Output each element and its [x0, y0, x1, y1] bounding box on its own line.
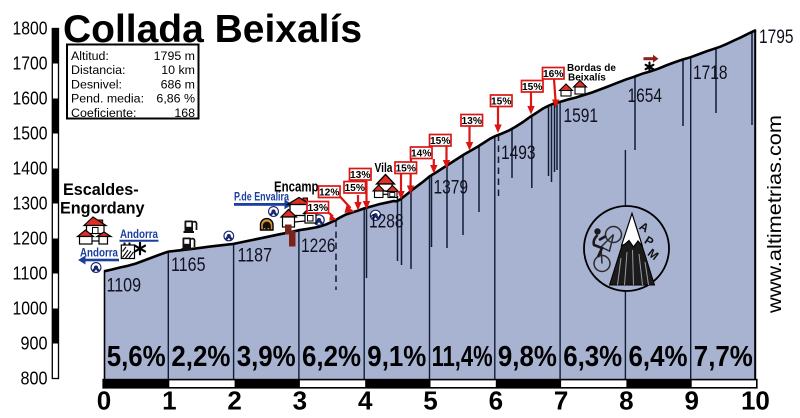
- svg-text:1718: 1718: [693, 62, 728, 84]
- svg-text:Distancia:: Distancia:: [71, 63, 125, 77]
- svg-text:1300: 1300: [13, 194, 48, 214]
- svg-text:1493: 1493: [501, 142, 536, 164]
- svg-text:Pend. media:: Pend. media:: [71, 92, 144, 106]
- svg-text:15%: 15%: [345, 183, 365, 194]
- svg-text:1600: 1600: [13, 89, 48, 109]
- svg-text:2,2%: 2,2%: [171, 341, 230, 373]
- svg-text:1800: 1800: [13, 19, 48, 39]
- svg-text:15%: 15%: [491, 97, 511, 108]
- svg-text:Altitud:: Altitud:: [71, 49, 109, 63]
- svg-text:14%: 14%: [411, 149, 431, 160]
- svg-text:7,7%: 7,7%: [694, 341, 753, 373]
- svg-text:1379: 1379: [434, 177, 469, 199]
- svg-text:1500: 1500: [13, 124, 48, 144]
- svg-text:7: 7: [554, 386, 568, 416]
- svg-text:5: 5: [423, 386, 437, 416]
- svg-text:6,4%: 6,4%: [629, 341, 688, 373]
- svg-text:5,6%: 5,6%: [107, 341, 166, 373]
- svg-text:10 km: 10 km: [161, 63, 195, 77]
- svg-text:6,3%: 6,3%: [563, 341, 622, 373]
- svg-text:Engordany: Engordany: [60, 200, 145, 218]
- svg-text:1200: 1200: [13, 229, 48, 249]
- svg-text:Vila: Vila: [375, 161, 394, 175]
- svg-text:3: 3: [293, 386, 307, 416]
- svg-text:1700: 1700: [13, 54, 48, 74]
- svg-text:6: 6: [489, 386, 503, 416]
- svg-text:9,1%: 9,1%: [367, 341, 426, 373]
- svg-text:1795 m: 1795 m: [154, 49, 195, 63]
- svg-text:1591: 1591: [564, 105, 599, 127]
- svg-text:15%: 15%: [522, 82, 542, 93]
- svg-text:1000: 1000: [13, 299, 48, 319]
- svg-text:1: 1: [162, 386, 176, 416]
- svg-text:1165: 1165: [171, 254, 206, 276]
- svg-text:0: 0: [97, 386, 111, 416]
- svg-text:1795: 1795: [759, 26, 794, 48]
- svg-text:Escaldes-: Escaldes-: [63, 181, 139, 199]
- svg-text:Andorra: Andorra: [120, 229, 159, 241]
- svg-text:800: 800: [21, 369, 48, 389]
- svg-text:16%: 16%: [543, 69, 563, 80]
- svg-text:Bordas de: Bordas de: [567, 63, 616, 74]
- svg-text:1187: 1187: [238, 245, 273, 267]
- svg-text:1288: 1288: [369, 211, 404, 233]
- svg-text:4: 4: [358, 386, 373, 416]
- svg-text:168: 168: [174, 106, 195, 120]
- svg-text:9,8%: 9,8%: [498, 341, 557, 373]
- svg-text:13%: 13%: [462, 116, 482, 127]
- svg-text:Encamp: Encamp: [274, 180, 319, 196]
- svg-text:1654: 1654: [628, 85, 663, 107]
- svg-text:1400: 1400: [13, 159, 48, 179]
- svg-text:8: 8: [619, 386, 633, 416]
- svg-text:10: 10: [741, 386, 770, 416]
- svg-text:3,9%: 3,9%: [237, 341, 296, 373]
- svg-text:686 m: 686 m: [161, 77, 195, 91]
- svg-text:6,2%: 6,2%: [302, 341, 361, 373]
- svg-text:6,86 %: 6,86 %: [156, 92, 195, 106]
- svg-text:Beixalís: Beixalís: [568, 73, 606, 84]
- svg-text:Desnivel:: Desnivel:: [71, 77, 122, 91]
- svg-text:15%: 15%: [396, 164, 416, 175]
- svg-text:11,4%: 11,4%: [432, 341, 493, 373]
- svg-text:900: 900: [21, 334, 48, 354]
- svg-text:Coeficiente:: Coeficiente:: [71, 106, 136, 120]
- svg-text:9: 9: [684, 386, 698, 416]
- svg-text:2: 2: [227, 386, 241, 416]
- svg-text:www.altimetrias.com: www.altimetrias.com: [765, 115, 786, 314]
- svg-text:Andorra: Andorra: [80, 248, 119, 260]
- svg-text:15%: 15%: [430, 136, 450, 147]
- svg-text:1109: 1109: [107, 274, 142, 296]
- svg-text:12%: 12%: [319, 188, 339, 199]
- svg-text:1100: 1100: [13, 264, 48, 284]
- svg-text:13%: 13%: [350, 170, 370, 181]
- svg-text:1226: 1226: [301, 235, 336, 257]
- svg-text:13%: 13%: [308, 203, 328, 214]
- svg-text:P.de Envalira: P.de Envalira: [234, 192, 289, 204]
